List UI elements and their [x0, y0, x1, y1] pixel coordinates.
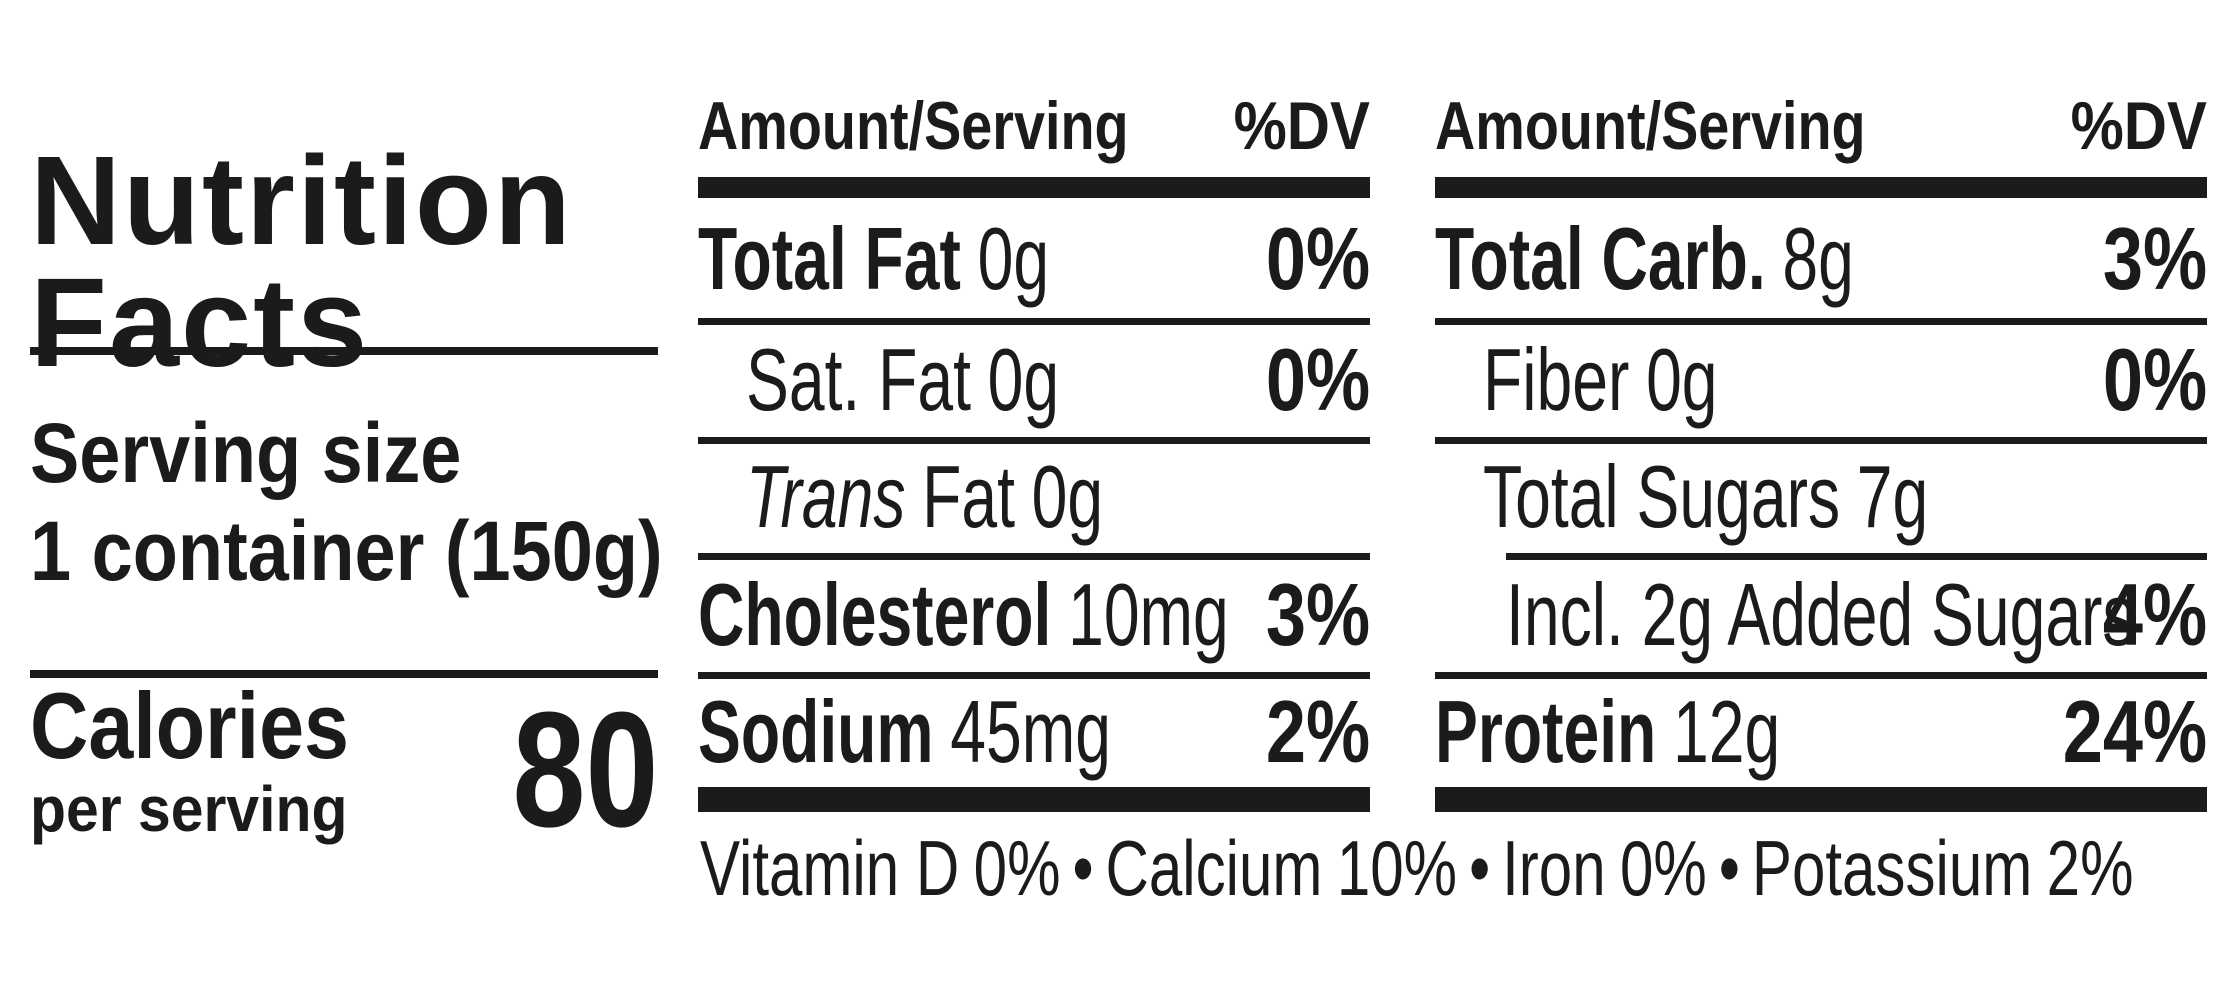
row-total-carb: Total Carb. 8g 3%	[1435, 202, 2207, 315]
amount-serving-header: Amount/Serving	[1435, 88, 1866, 164]
dv-header: %DV	[1233, 88, 1370, 164]
nutrient-amount: 0g	[977, 208, 1050, 308]
nutrient-amount: 0g	[1646, 329, 1718, 429]
column-header: Amount/Serving %DV	[698, 60, 1370, 165]
divider	[30, 670, 658, 678]
micronutrient-dv: 0%	[1620, 824, 1707, 912]
nutrient-amount: 7g	[1856, 447, 1929, 546]
nutrient-amount: 8g	[1782, 208, 1854, 308]
nutrient-name: Cholesterol	[698, 564, 1052, 664]
row-sat-fat: Sat. Fat 0g 0%	[698, 325, 1370, 434]
bottom-bar	[698, 787, 1370, 812]
nutrient-dv: 4%	[2102, 564, 2207, 664]
row-label: Trans Fat 0g	[746, 444, 1103, 550]
row-trans-fat: Trans Fat 0g	[698, 444, 1370, 550]
row-label: Total Fat 0g	[698, 202, 1049, 315]
micronutrient-name: Vitamin D	[700, 824, 960, 912]
nutrient-name: Sat. Fat	[746, 329, 971, 429]
left-panel: Nutrition Facts Serving size 1 container…	[30, 0, 663, 1000]
nutrient-name: Sodium	[698, 681, 934, 781]
nutrient-name-italic: Trans	[746, 447, 906, 546]
column-header: Amount/Serving %DV	[1435, 60, 2207, 165]
nutrient-amount: 0g	[987, 329, 1060, 429]
divider	[1435, 318, 2207, 325]
serving-size-value: 1 container (150g)	[30, 504, 663, 598]
divider	[698, 672, 1370, 679]
title-line-1: Nutrition	[30, 130, 573, 272]
nutrient-name: Total Carb.	[1435, 208, 1766, 308]
bullet-separator: •	[1072, 824, 1094, 912]
divider	[698, 318, 1370, 325]
nutrient-name: Total Fat	[698, 208, 961, 308]
micronutrient-dv: 10%	[1336, 824, 1458, 912]
header-bar	[1435, 177, 2207, 198]
column-carb-protein: Amount/Serving %DV Total Carb. 8g 3% Fib…	[1435, 0, 2207, 1000]
row-label: Total Sugars 7g	[1483, 444, 1928, 550]
nutrient-dv: 3%	[2102, 208, 2207, 308]
row-label: Sat. Fat 0g	[746, 325, 1059, 434]
divider	[698, 553, 1370, 560]
row-fiber: Fiber 0g 0%	[1435, 325, 2207, 434]
nutrient-dv: 3%	[1265, 564, 1370, 664]
micronutrient-dv: 2%	[2046, 824, 2134, 912]
nutrient-name: Incl. 2g Added Sugars	[1506, 564, 2135, 664]
row-label: Incl. 2g Added Sugars	[1506, 560, 2135, 669]
header-bar	[698, 177, 1370, 198]
column-fat-sodium: Amount/Serving %DV Total Fat 0g 0% Sat. …	[698, 0, 1370, 1000]
micronutrient-name: Iron	[1502, 824, 1606, 912]
row-protein: Protein 12g 24%	[1435, 679, 2207, 784]
row-label: Protein 12g	[1435, 679, 1780, 784]
bullet-separator: •	[1469, 824, 1491, 912]
row-cholesterol: Cholesterol 10mg 3%	[698, 560, 1370, 669]
row-added-sugars: Incl. 2g Added Sugars 4%	[1435, 560, 2207, 669]
nutrient-amount: 10mg	[1068, 564, 1229, 664]
calories-label: Calories	[30, 673, 350, 778]
serving-size-label: Serving size	[30, 406, 462, 500]
row-sodium: Sodium 45mg 2%	[698, 679, 1370, 784]
amount-serving-header: Amount/Serving	[698, 88, 1129, 164]
nutrient-dv: 2%	[1265, 681, 1370, 781]
serving-size: Serving size 1 container (150g)	[30, 404, 749, 600]
divider	[698, 437, 1370, 444]
row-label: Fiber 0g	[1483, 325, 1718, 434]
label-title: Nutrition Facts	[30, 130, 573, 394]
nutrient-dv: 0%	[1265, 208, 1370, 308]
nutrient-dv: 0%	[2102, 329, 2207, 429]
nutrient-amount: 12g	[1673, 681, 1781, 781]
row-label: Cholesterol 10mg	[698, 560, 1229, 669]
micronutrients-line: Vitamin D 0% • Calcium 10% • Iron 0% • Potassium 2…	[700, 818, 2207, 918]
micronutrient-dv: 0%	[973, 824, 1061, 912]
divider	[30, 347, 658, 355]
nutrient-name: Fat	[922, 447, 1015, 546]
calories-sublabel: per serving	[30, 773, 348, 845]
divider	[1435, 437, 2207, 444]
row-label: Total Carb. 8g	[1435, 202, 1854, 315]
nutrient-name: Fiber	[1483, 329, 1630, 429]
divider	[1506, 553, 2207, 560]
bottom-bar	[1435, 787, 2207, 812]
calories-value: 80	[512, 678, 658, 861]
nutrient-dv: 0%	[1265, 329, 1370, 429]
dv-header: %DV	[2070, 88, 2207, 164]
row-total-fat: Total Fat 0g 0%	[698, 202, 1370, 315]
row-label: Sodium 45mg	[698, 679, 1111, 784]
nutrient-amount: 45mg	[950, 681, 1111, 781]
bullet-separator: •	[1718, 824, 1740, 912]
nutrient-amount: 0g	[1031, 447, 1104, 546]
micronutrient-name: Calcium	[1105, 824, 1323, 912]
nutrient-dv: 24%	[2062, 681, 2207, 781]
row-total-sugars: Total Sugars 7g	[1435, 444, 2207, 550]
divider	[1435, 672, 2207, 679]
nutrient-name: Total Sugars	[1483, 447, 1841, 546]
title-line-2: Facts	[30, 252, 370, 394]
micronutrient-name: Potassium	[1751, 824, 2033, 912]
nutrient-name: Protein	[1435, 681, 1657, 781]
